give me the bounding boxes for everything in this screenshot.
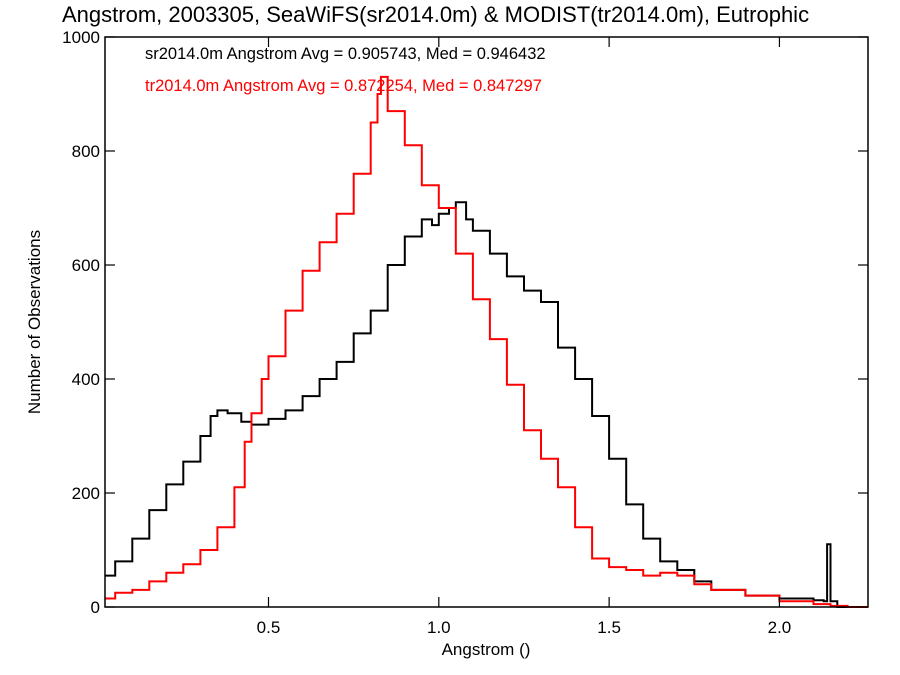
y-tick-label: 600 (72, 256, 100, 275)
x-tick-label: 1.5 (597, 618, 621, 637)
y-tick-label: 400 (72, 370, 100, 389)
y-tick-label: 800 (72, 142, 100, 161)
chart-title: Angstrom, 2003305, SeaWiFS(sr2014.0m) & … (62, 2, 809, 27)
x-tick-label: 1.0 (427, 618, 451, 637)
y-axis-label: Number of Observations (25, 230, 44, 414)
y-tick-label: 200 (72, 484, 100, 503)
x-axis-label: Angstrom () (442, 640, 531, 659)
y-tick-label: 1000 (62, 28, 100, 47)
x-tick-label: 2.0 (768, 618, 792, 637)
y-tick-label: 0 (91, 598, 100, 617)
series-1-annotation: sr2014.0m Angstrom Avg = 0.905743, Med =… (145, 45, 546, 63)
x-axis: 0.5 1.0 1.5 2.0 (257, 37, 792, 637)
series-2-annotation: tr2014.0m Angstrom Avg = 0.872254, Med =… (145, 77, 542, 95)
series-2-line (105, 75, 868, 608)
y-axis: 0 200 400 600 800 1000 (62, 28, 868, 617)
plot-area (105, 75, 868, 608)
x-tick-label: 0.5 (257, 618, 281, 637)
series-1-line (105, 201, 868, 608)
plot-frame (104, 36, 869, 608)
